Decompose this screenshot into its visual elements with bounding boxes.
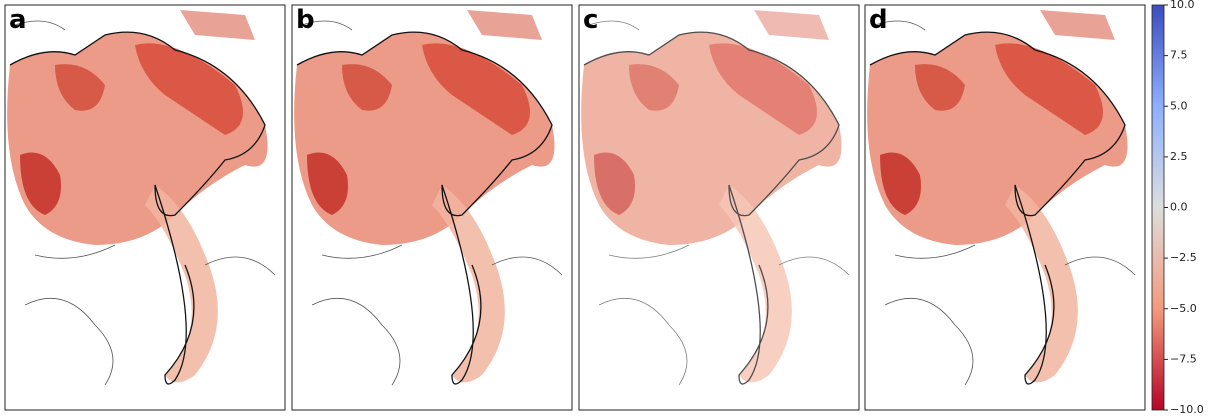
- panel-b: b: [291, 4, 573, 411]
- panel-c: c: [578, 4, 860, 411]
- tick-label: −5.0: [1170, 302, 1197, 315]
- tick-label: −10.0: [1170, 403, 1204, 416]
- colorbar-ticks: 10.0 7.5 5.0 2.5 0.0 −2.5 −5.0 −7.5 −10.0: [1164, 0, 1204, 416]
- panel-label: c: [583, 5, 598, 35]
- tick-label: 10.0: [1170, 0, 1195, 11]
- tick-label: 2.5: [1170, 150, 1188, 163]
- tick-label: 0.0: [1170, 201, 1188, 214]
- panel-label: d: [869, 5, 888, 35]
- tick-label: 7.5: [1170, 49, 1188, 62]
- panel-label: a: [9, 5, 27, 35]
- panel-label: b: [296, 5, 315, 35]
- tick-label: −7.5: [1170, 352, 1197, 365]
- tick-label: 5.0: [1170, 99, 1188, 112]
- panel-d: d: [864, 4, 1146, 411]
- tick-label: −2.5: [1170, 251, 1197, 264]
- colorbar: [1151, 4, 1165, 411]
- panel-a: a: [4, 4, 286, 411]
